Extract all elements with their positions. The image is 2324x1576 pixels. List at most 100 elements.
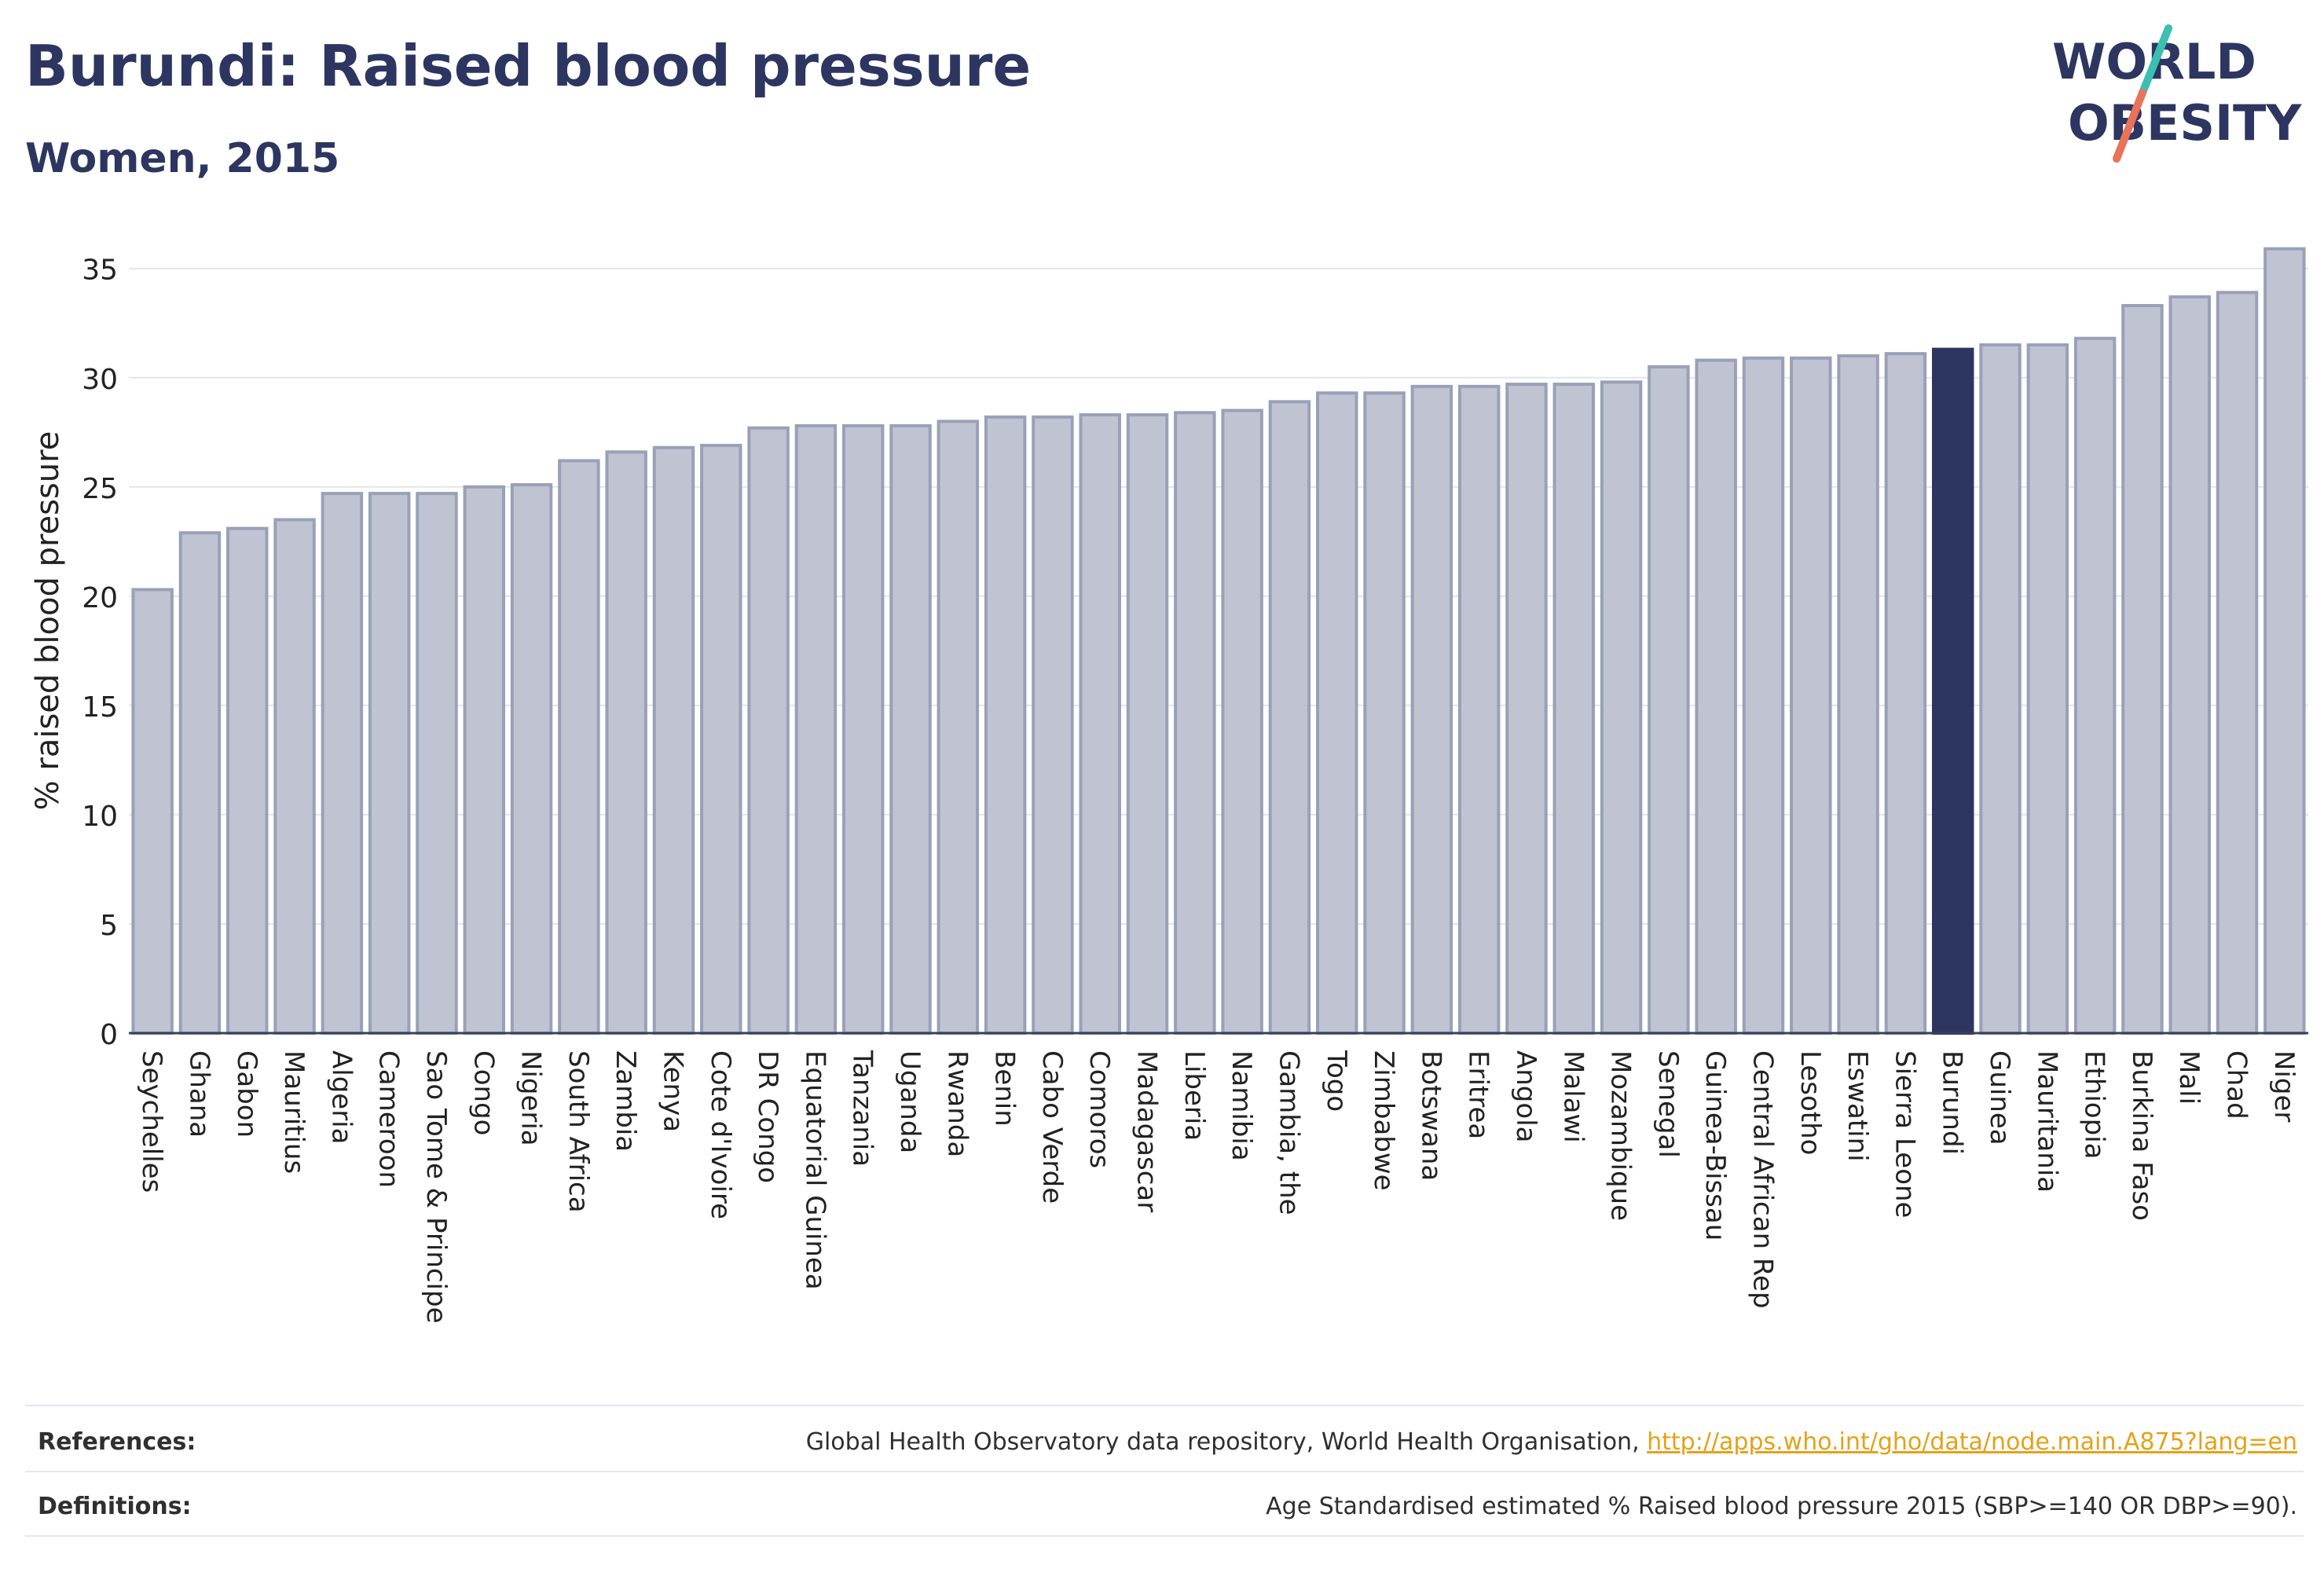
- bar: [1363, 391, 1406, 1035]
- x-tick-label: Rwanda: [941, 1050, 973, 1157]
- x-tick-label: Togo: [1321, 1050, 1352, 1112]
- y-tick-label: 0: [100, 1019, 118, 1051]
- bar: [558, 459, 600, 1035]
- bar: [1505, 383, 1548, 1035]
- bar: [1979, 343, 2022, 1035]
- bar: [510, 483, 553, 1035]
- x-tick-label: Gambia, the: [1273, 1050, 1304, 1215]
- y-tick-label: 5: [100, 910, 118, 942]
- bar: [1316, 391, 1358, 1035]
- x-tick-label: Mali: [2173, 1050, 2205, 1105]
- x-tick-label: Benin: [989, 1050, 1021, 1127]
- definitions-label: Definitions:: [38, 1493, 192, 1520]
- bar: [1600, 380, 1643, 1035]
- x-tick-label: Chad: [2221, 1050, 2253, 1120]
- bar: [131, 588, 174, 1035]
- x-tick-label: Cote d'Ivoire: [705, 1050, 736, 1219]
- bar: [2216, 291, 2259, 1035]
- bar: [794, 423, 838, 1035]
- x-tick-label: Equatorial Guinea: [799, 1050, 830, 1290]
- x-tick-label: Burundi: [1937, 1050, 1968, 1155]
- y-tick-labels: 0 5 10 15 20 25 30 35: [82, 255, 118, 1051]
- bar: [368, 492, 411, 1035]
- bar: [841, 423, 885, 1035]
- logo-slash-teal: [2139, 24, 2172, 97]
- y-axis-label: % raised blood pressure: [30, 431, 66, 811]
- bar: [1742, 356, 1785, 1035]
- x-tick-label: Liberia: [1178, 1050, 1210, 1141]
- x-tick-label: Zambia: [610, 1050, 641, 1152]
- x-tick-label: Kenya: [658, 1050, 689, 1132]
- x-tick-label: Angola: [1510, 1050, 1541, 1142]
- bar-chart: 0 5 10 15 20 25 30 35 Seychelles Ghana Gabon Mauri…: [30, 247, 2308, 1324]
- x-tick-label: Guinea: [1984, 1050, 2015, 1145]
- bar: [1126, 413, 1169, 1035]
- bar: [226, 526, 269, 1035]
- x-tick-label: Senegal: [1652, 1050, 1684, 1158]
- bar: [1790, 356, 1832, 1035]
- x-tick-label: Malawi: [1557, 1050, 1589, 1143]
- bar: [747, 426, 790, 1035]
- x-tick-label: Algeria: [325, 1050, 357, 1144]
- bar: [984, 415, 1027, 1035]
- logo-word-obesity: OBESITY: [2068, 94, 2302, 152]
- bar: [463, 485, 506, 1035]
- definitions-text: Age Standardised estimated % Raised bloo…: [1266, 1493, 2297, 1520]
- bar: [889, 423, 932, 1035]
- references-text: Global Health Observatory data repositor…: [806, 1428, 2297, 1456]
- x-tick-label: Guinea-Bissau: [1699, 1050, 1731, 1241]
- bar: [178, 531, 222, 1035]
- bar: [2121, 303, 2164, 1035]
- x-tick-label: Burkina Faso: [2126, 1050, 2157, 1221]
- x-tick-label: Congo: [467, 1050, 499, 1135]
- bar: [1884, 352, 1927, 1035]
- bar: [2168, 295, 2211, 1035]
- x-tick-label: Eswatini: [1842, 1050, 1873, 1162]
- x-tick-label: Comoros: [1083, 1050, 1115, 1168]
- bar: [1221, 409, 1263, 1035]
- x-tick-label: Lesotho: [1794, 1050, 1826, 1155]
- references-source: Global Health Observatory data repositor…: [805, 1428, 1648, 1456]
- x-tick-label: Gabon: [231, 1050, 262, 1138]
- bar: [937, 420, 980, 1035]
- world-obesity-logo[interactable]: WORLD OBESITY: [2052, 24, 2311, 165]
- bar: [1648, 365, 1690, 1035]
- y-tick-label: 15: [82, 691, 118, 724]
- x-tick-label: Ghana: [183, 1050, 214, 1138]
- y-tick-label: 35: [82, 255, 118, 287]
- bar: [1032, 415, 1074, 1035]
- x-tick-label: South Africa: [563, 1050, 594, 1213]
- bar: [1079, 413, 1121, 1035]
- bar: [605, 450, 647, 1035]
- bar: [2073, 336, 2117, 1035]
- bar: [1410, 384, 1453, 1035]
- x-tick-label: Mauritania: [2031, 1050, 2062, 1193]
- references-label: References:: [38, 1428, 196, 1456]
- logo-slash-coral: [2113, 89, 2146, 163]
- y-tick-label: 20: [82, 582, 118, 614]
- bar: [273, 518, 316, 1035]
- y-tick-label: 25: [82, 473, 118, 505]
- x-tick-label: Nigeria: [515, 1050, 547, 1146]
- bar: [2026, 343, 2069, 1035]
- bar: [321, 492, 364, 1035]
- x-tick-label: Zimbabwe: [1368, 1050, 1399, 1191]
- bar: [1174, 411, 1216, 1035]
- references-link[interactable]: http://apps.who.int/gho/data/node.main.A…: [1647, 1428, 2297, 1456]
- x-tick-label: Sao Tome & Principe: [420, 1050, 452, 1324]
- bar: [416, 492, 458, 1035]
- bar: [1552, 383, 1596, 1035]
- footer-divider-top: [25, 1405, 2304, 1406]
- bar: [652, 445, 695, 1035]
- x-tick-labels: Seychelles Ghana Gabon Mauritius Algeria Came…: [136, 1050, 2300, 1324]
- x-tick-label: Central African Rep: [1747, 1050, 1779, 1309]
- footer-divider-bottom: [25, 1535, 2304, 1537]
- x-tick-label: Ethiopia: [2079, 1050, 2110, 1159]
- y-tick-label: 10: [82, 801, 118, 833]
- x-tick-label: Uganda: [894, 1050, 926, 1153]
- x-tick-label: Tanzania: [847, 1050, 878, 1167]
- x-tick-label: Niger: [2268, 1050, 2300, 1122]
- bar: [1695, 358, 1737, 1035]
- x-tick-label: Mauritius: [278, 1050, 310, 1174]
- bar: [1457, 384, 1501, 1035]
